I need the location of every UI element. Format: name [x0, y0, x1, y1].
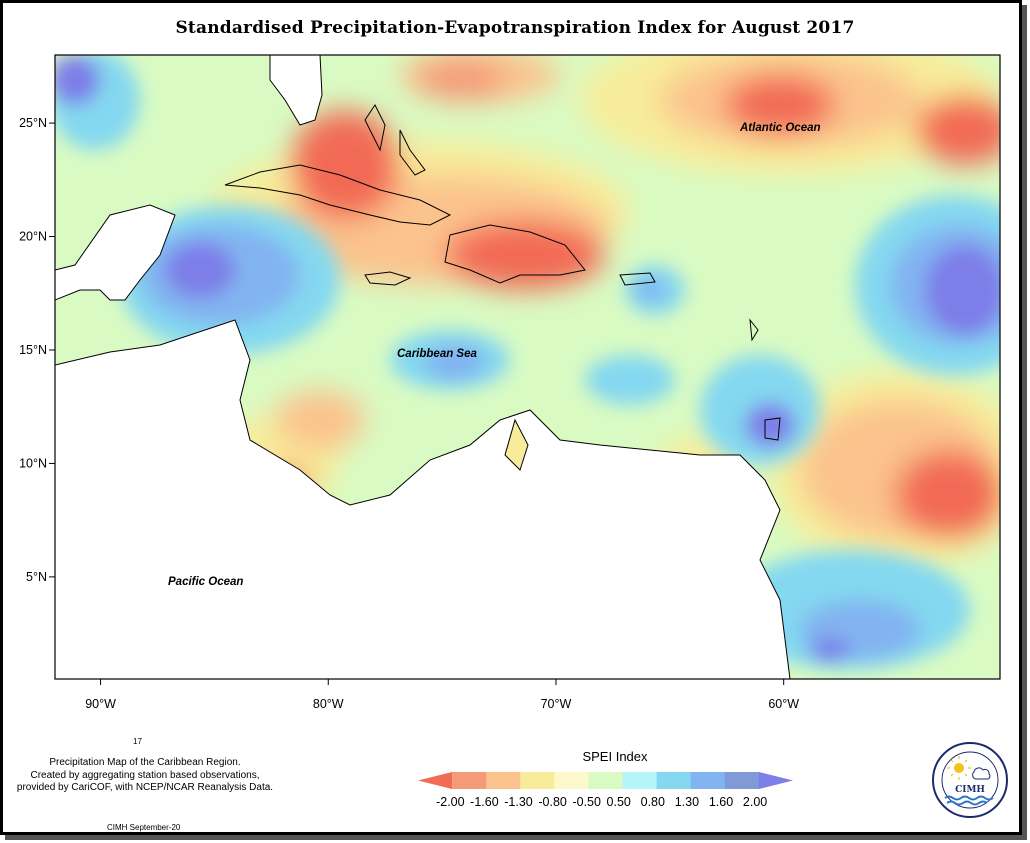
land-mask: [55, 55, 791, 679]
island-outlines: [224, 104, 781, 471]
x-axis: 90°W 80°W 70°W 60°W: [85, 679, 799, 711]
dry-anomalies: [210, 55, 1000, 570]
legend-break-label: -1.30: [504, 795, 533, 809]
footnote: Precipitation Map of the Caribbean Regio…: [5, 757, 285, 795]
legend-swatch: [418, 772, 453, 789]
legend-swatch: [656, 772, 692, 789]
label-pacific-ocean: Pacific Ocean: [168, 576, 243, 588]
x-tick-label: 60°W: [768, 697, 799, 711]
legend-swatch: [724, 772, 760, 789]
spei-field: [55, 55, 1000, 679]
y-tick-label: 15°N: [19, 343, 47, 357]
legend-colorbar: [418, 772, 793, 789]
legend-break-label: 0.80: [640, 795, 665, 809]
footnote-small-number: 17: [133, 737, 142, 746]
legend-swatch: [486, 772, 521, 789]
legend-swatch: [554, 772, 589, 789]
y-axis: 25°N 20°N 15°N 10°N 5°N: [19, 116, 55, 584]
logo-text: CIMH: [955, 785, 985, 795]
legend-swatch: [758, 772, 793, 789]
wave-icon: [944, 795, 994, 801]
legend-swatch: [452, 772, 487, 789]
footnote-line-2: Created by aggregating station based obs…: [30, 769, 260, 781]
y-tick-label: 20°N: [19, 230, 47, 244]
footnote-line-3: provided by CariCOF, with NCEP/NCAR Rean…: [16, 782, 274, 793]
legend-break-label: -1.60: [470, 795, 499, 809]
legend-break-label: 1.60: [708, 795, 734, 809]
legend-break-label: 1.30: [674, 795, 700, 809]
legend-title: SPEI Index: [582, 749, 648, 764]
label-caribbean-sea: Caribbean Sea: [397, 348, 477, 360]
map-title: Standardised Precipitation-Evapotranspir…: [175, 18, 855, 38]
legend-break-label: -0.50: [572, 795, 601, 809]
legend-break-label: -0.80: [538, 795, 567, 809]
legend-break-label: 2.00: [742, 795, 768, 809]
cimh-logo: CIMH: [932, 742, 1008, 818]
legend-swatch: [690, 772, 726, 789]
y-tick-label: 10°N: [19, 456, 47, 470]
sun-icon: [954, 763, 964, 773]
legend-swatch: [588, 772, 624, 789]
legend-break-label: 0.50: [606, 795, 631, 809]
x-tick-label: 90°W: [85, 697, 116, 711]
label-atlantic-ocean: Atlantic Ocean: [739, 122, 821, 134]
legend-break-label: -2.00: [436, 795, 465, 809]
x-tick-label: 70°W: [541, 697, 572, 711]
footnote-line-1: Precipitation Map of the Caribbean Regio…: [49, 757, 241, 768]
wet-anomalies: [55, 55, 1000, 670]
map-border: [54, 54, 1001, 680]
y-tick-label: 5°N: [26, 570, 47, 584]
legend-swatch: [622, 772, 658, 789]
issue-date: CIMH September-20: [107, 823, 181, 832]
y-tick-label: 25°N: [19, 116, 47, 130]
legend-swatch: [520, 772, 555, 789]
cloud-icon: [972, 767, 991, 780]
wave-icon-2: [946, 800, 988, 806]
x-tick-label: 80°W: [313, 697, 344, 711]
sun-rays-icon: [947, 756, 971, 780]
